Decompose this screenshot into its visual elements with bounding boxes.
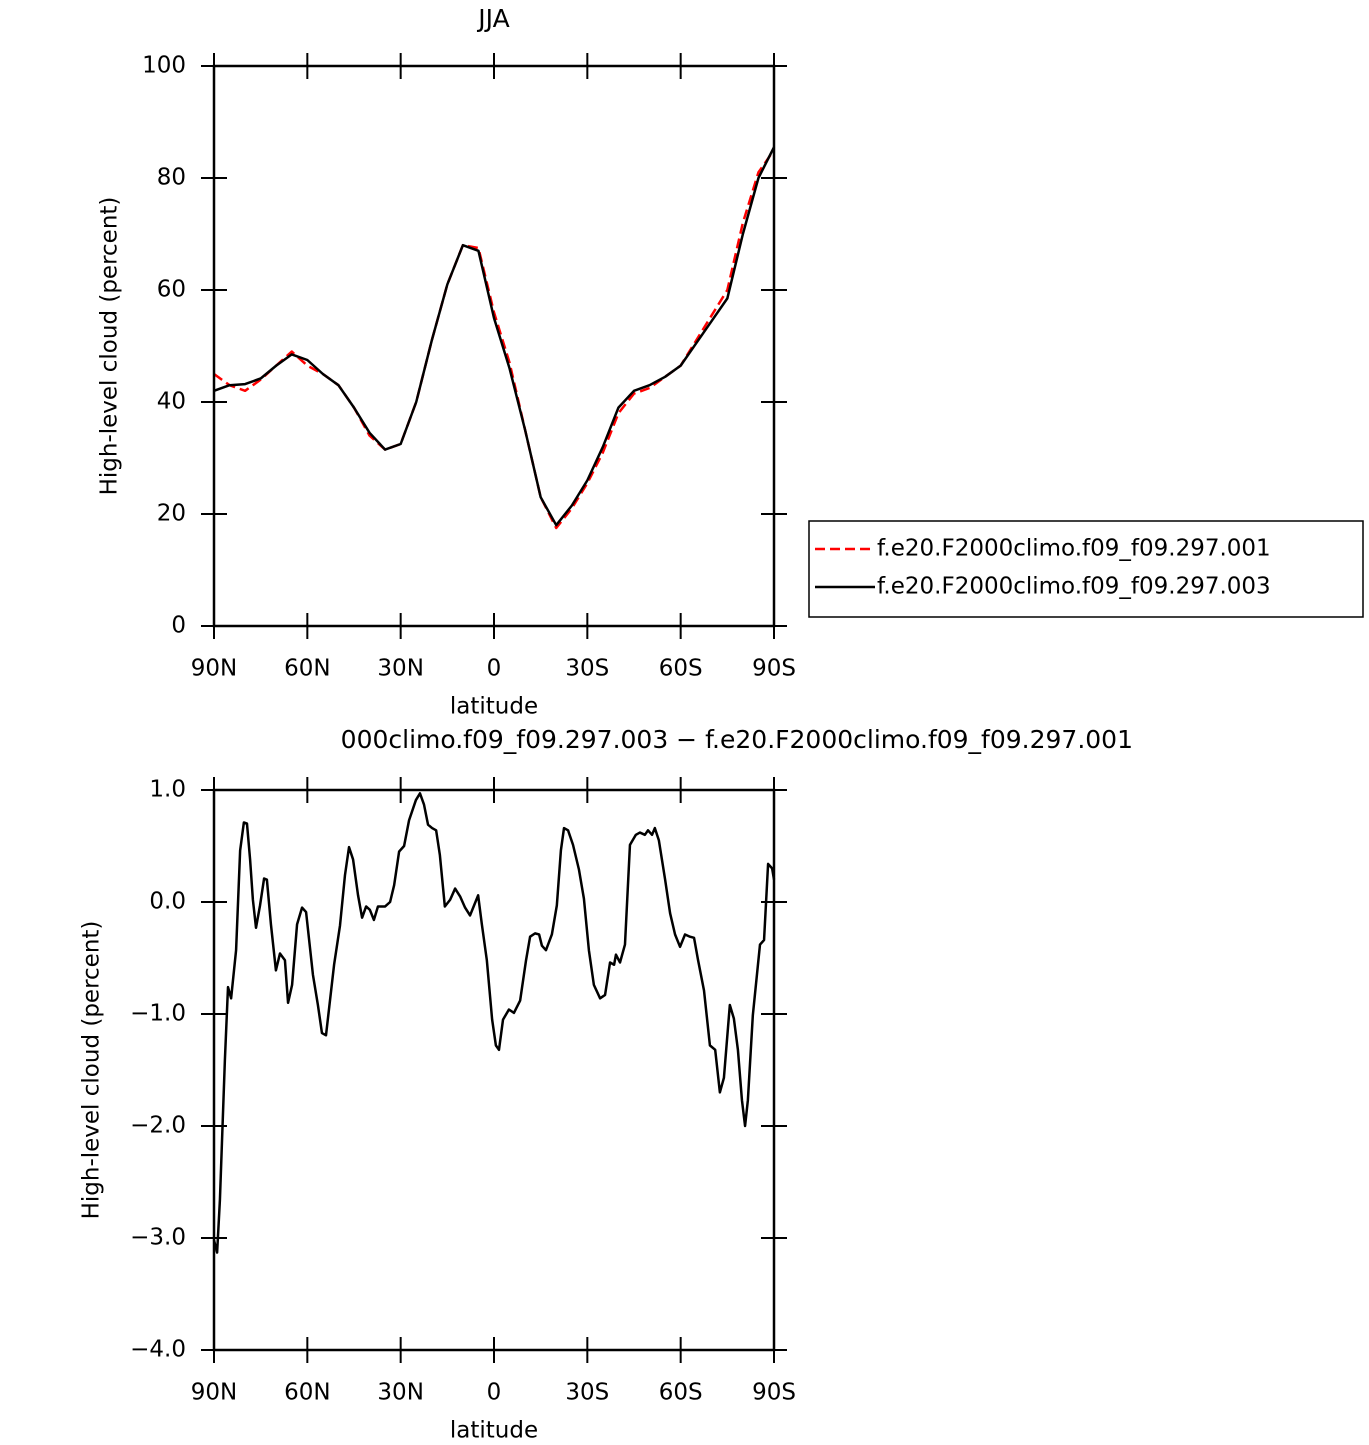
y-tick-label: −2.0 (130, 1113, 186, 1139)
x-tick-label: 60S (659, 656, 703, 682)
chart-title: 000climo.f09_f09.297.003 − f.e20.F2000cl… (341, 725, 1133, 754)
x-axis-label: latitude (450, 694, 538, 720)
x-tick-label: 30S (565, 1380, 609, 1406)
x-tick-label: 30N (377, 656, 423, 682)
x-tick-label: 60N (284, 656, 330, 682)
x-axis-label: latitude (450, 1418, 538, 1444)
x-tick-label: 30S (565, 656, 609, 682)
y-axis-label: High-level cloud (percent) (79, 921, 105, 1220)
x-tick-label: 0 (487, 1380, 502, 1406)
x-tick-label: 90S (752, 1380, 796, 1406)
x-tick-label: 90N (191, 1380, 237, 1406)
x-tick-label: 60S (659, 1380, 703, 1406)
data-line (213, 149, 776, 530)
legend-box (808, 520, 1364, 618)
y-tick-label: 40 (157, 389, 186, 415)
y-axis-label: High-level cloud (percent) (97, 197, 123, 496)
y-tick-label: −1.0 (130, 1001, 186, 1027)
legend-label: f.e20.F2000climo.f09_f09.297.001 (877, 536, 1271, 562)
y-tick-label: 0.0 (149, 889, 186, 915)
data-line (213, 146, 776, 527)
x-tick-label: 30N (377, 1380, 423, 1406)
plot-frame (212, 64, 776, 628)
x-tick-label: 60N (284, 1380, 330, 1406)
x-tick-label: 90S (752, 656, 796, 682)
y-tick-label: 0 (171, 613, 186, 639)
y-tick-label: 60 (157, 277, 186, 303)
y-tick-label: 80 (157, 165, 186, 191)
y-tick-label: −4.0 (130, 1337, 186, 1363)
data-line (212, 792, 776, 1254)
plot-frame (212, 788, 776, 1352)
y-tick-label: −3.0 (130, 1225, 186, 1251)
chart-title: JJA (476, 4, 509, 33)
x-tick-label: 90N (191, 656, 237, 682)
x-tick-label: 0 (487, 656, 502, 682)
y-tick-label: 20 (157, 501, 186, 527)
y-tick-label: 100 (142, 53, 186, 79)
y-tick-label: 1.0 (149, 777, 186, 803)
legend-label: f.e20.F2000climo.f09_f09.297.003 (877, 574, 1271, 600)
